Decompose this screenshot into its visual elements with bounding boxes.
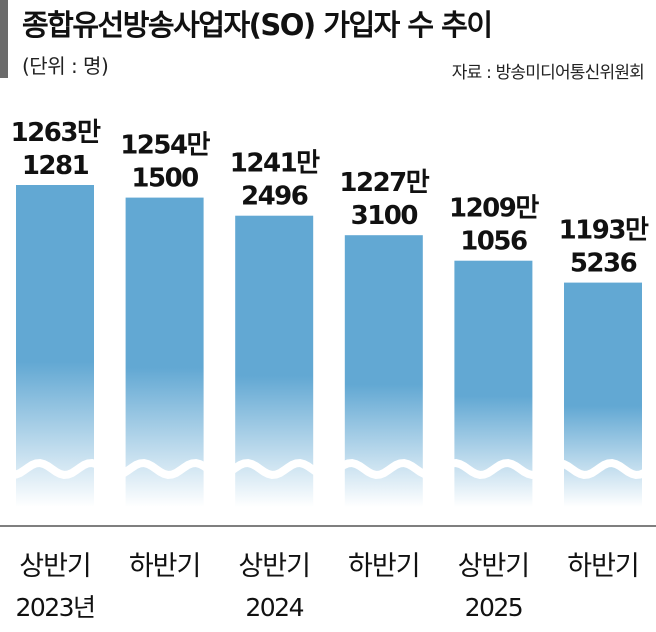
bar-1	[125, 197, 204, 507]
title-accent-bar	[0, 0, 8, 78]
bar-0	[16, 185, 94, 507]
data-label-0-1: 1281	[22, 151, 89, 181]
data-label-3-0: 1227만	[339, 168, 429, 198]
data-label-5-1: 5236	[570, 249, 637, 279]
data-label-4-1: 1056	[460, 227, 527, 257]
bars-group	[16, 185, 642, 507]
data-label-5-0: 1193만	[559, 216, 649, 246]
data-label-1-1: 1500	[131, 164, 198, 194]
data-label-1-0: 1254만	[120, 131, 210, 161]
data-label-4-0: 1209만	[449, 194, 539, 224]
unit-label: (단위 : 명)	[22, 54, 109, 78]
chart-title: 종합유선방송사업자(SO) 가입자 수 추이	[22, 8, 493, 42]
period-label-2: 상반기	[238, 551, 310, 582]
period-label-0: 상반기	[19, 551, 91, 582]
period-label-1: 하반기	[129, 551, 201, 582]
period-label-3: 하반기	[348, 551, 420, 582]
bar-2	[235, 215, 314, 507]
axis-break-wave	[0, 458, 656, 480]
data-label-2-0: 1241만	[230, 149, 320, 179]
period-label-5: 하반기	[567, 551, 639, 582]
data-label-3-1: 3100	[351, 201, 418, 231]
year-label-2: 2024	[245, 593, 303, 622]
year-label-0: 2023년	[15, 593, 94, 622]
source-label: 자료 : 방송미디어통신위원회	[451, 63, 645, 83]
data-label-2-1: 2496	[241, 182, 308, 212]
wave-band	[0, 458, 656, 480]
data-label-0-0: 1263만	[11, 118, 101, 148]
period-label-4: 상반기	[458, 551, 530, 582]
year-label-4: 2025	[465, 593, 523, 622]
